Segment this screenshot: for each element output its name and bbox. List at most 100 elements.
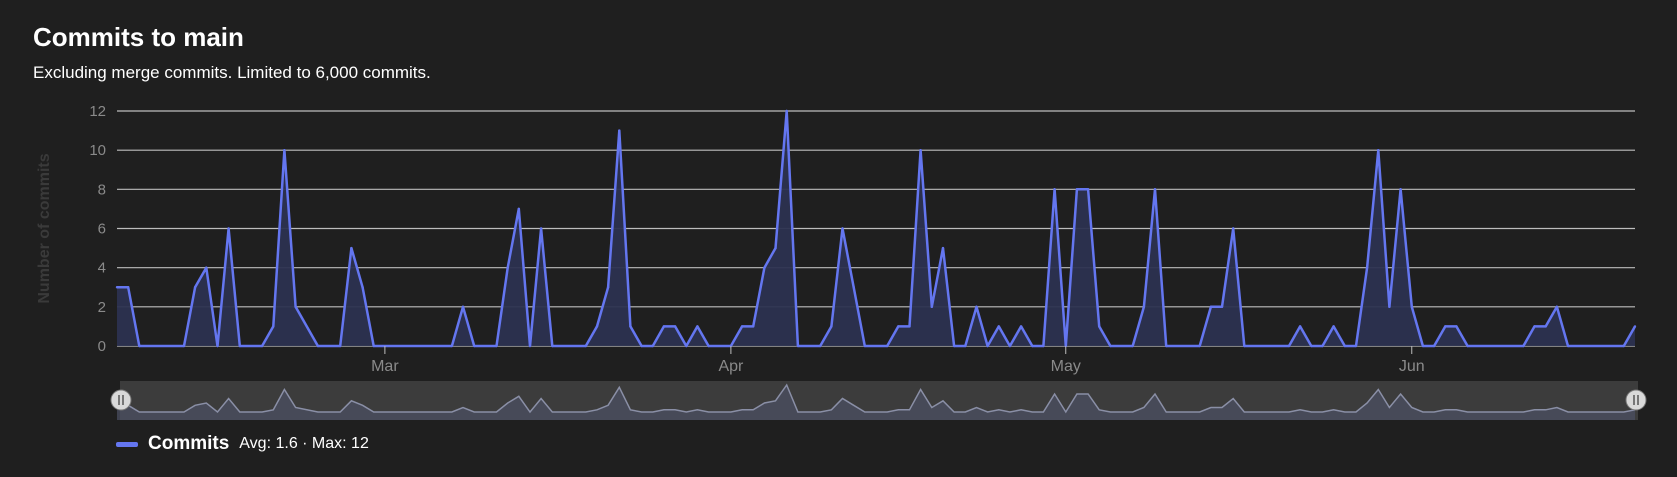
data-point[interactable]: [986, 344, 989, 348]
data-point[interactable]: [618, 129, 621, 132]
data-point[interactable]: [662, 325, 666, 328]
data-point[interactable]: [216, 344, 219, 348]
data-point[interactable]: [1533, 325, 1536, 328]
data-point[interactable]: [193, 286, 197, 289]
data-point[interactable]: [841, 227, 844, 230]
data-point[interactable]: [997, 325, 1000, 328]
data-point[interactable]: [852, 286, 855, 289]
data-point[interactable]: [595, 325, 599, 328]
data-point[interactable]: [1198, 344, 1201, 348]
data-point[interactable]: [1466, 344, 1469, 348]
data-point[interactable]: [1399, 188, 1402, 191]
data-point[interactable]: [584, 344, 587, 348]
data-point[interactable]: [1086, 188, 1090, 191]
data-point[interactable]: [126, 286, 130, 289]
data-point[interactable]: [1555, 305, 1559, 309]
data-point[interactable]: [740, 325, 744, 328]
data-point[interactable]: [1522, 344, 1525, 348]
data-point[interactable]: [1153, 188, 1157, 191]
data-point[interactable]: [908, 325, 911, 328]
data-point[interactable]: [930, 305, 934, 309]
data-point[interactable]: [1220, 305, 1224, 309]
data-point[interactable]: [316, 344, 320, 348]
data-point[interactable]: [952, 344, 956, 348]
data-point[interactable]: [461, 305, 465, 309]
data-point[interactable]: [673, 325, 677, 328]
legend[interactable]: Commits Avg: 1.6 · Max: 12: [116, 433, 369, 455]
data-point[interactable]: [863, 344, 867, 348]
data-point[interactable]: [1455, 325, 1458, 328]
data-point[interactable]: [1165, 344, 1168, 348]
data-point[interactable]: [205, 266, 208, 269]
data-point[interactable]: [1298, 325, 1302, 328]
data-point[interactable]: [785, 109, 788, 113]
data-point[interactable]: [897, 325, 900, 328]
data-point[interactable]: [138, 344, 141, 348]
data-point[interactable]: [1410, 305, 1413, 309]
data-point[interactable]: [1622, 344, 1626, 348]
data-point[interactable]: [796, 344, 800, 348]
data-point[interactable]: [1544, 325, 1547, 328]
data-point[interactable]: [1031, 344, 1034, 348]
data-point[interactable]: [551, 344, 554, 348]
navigator-right-handle[interactable]: [1625, 389, 1647, 411]
data-point[interactable]: [1377, 148, 1380, 152]
data-point[interactable]: [1310, 344, 1313, 348]
data-point[interactable]: [115, 286, 119, 289]
data-point[interactable]: [1444, 325, 1447, 328]
data-point[interactable]: [629, 325, 632, 328]
data-point[interactable]: [763, 266, 766, 269]
data-point[interactable]: [294, 305, 297, 309]
data-point[interactable]: [964, 344, 967, 348]
data-point[interactable]: [361, 286, 364, 289]
data-point[interactable]: [818, 344, 822, 348]
data-point[interactable]: [339, 344, 342, 348]
range-navigator[interactable]: [110, 381, 1647, 420]
data-point[interactable]: [606, 286, 610, 289]
data-point[interactable]: [1566, 344, 1570, 348]
data-point[interactable]: [227, 227, 230, 230]
data-point[interactable]: [272, 325, 275, 328]
data-point[interactable]: [941, 246, 945, 250]
data-point[interactable]: [1287, 344, 1291, 348]
data-point[interactable]: [1421, 344, 1425, 348]
data-point[interactable]: [1209, 305, 1213, 309]
data-point[interactable]: [1432, 344, 1436, 348]
data-point[interactable]: [1098, 325, 1101, 328]
data-point[interactable]: [506, 266, 509, 269]
data-point[interactable]: [238, 344, 241, 348]
data-point[interactable]: [1131, 344, 1134, 348]
data-point[interactable]: [283, 148, 286, 152]
data-point[interactable]: [1332, 325, 1335, 328]
data-point[interactable]: [450, 344, 454, 348]
data-point[interactable]: [1042, 344, 1045, 348]
data-point[interactable]: [830, 325, 833, 328]
data-point[interactable]: [1142, 305, 1146, 309]
data-point[interactable]: [1321, 344, 1324, 348]
data-point[interactable]: [696, 325, 699, 328]
data-point[interactable]: [685, 344, 688, 348]
data-point[interactable]: [1243, 344, 1246, 348]
data-point[interactable]: [1633, 325, 1637, 328]
data-point[interactable]: [350, 246, 353, 250]
data-point[interactable]: [640, 344, 643, 348]
data-point[interactable]: [472, 344, 476, 348]
data-point[interactable]: [975, 305, 978, 309]
data-point[interactable]: [260, 344, 264, 348]
data-point[interactable]: [528, 344, 532, 348]
data-point[interactable]: [919, 148, 922, 152]
data-point[interactable]: [707, 344, 710, 348]
data-point[interactable]: [1354, 344, 1358, 348]
data-point[interactable]: [1008, 344, 1012, 348]
data-point[interactable]: [774, 246, 777, 250]
data-point[interactable]: [182, 344, 186, 348]
data-point[interactable]: [495, 344, 498, 348]
data-point[interactable]: [1019, 325, 1023, 328]
data-point[interactable]: [651, 344, 654, 348]
data-point[interactable]: [1343, 344, 1346, 348]
data-point[interactable]: [1109, 344, 1112, 348]
data-point[interactable]: [1365, 266, 1369, 269]
data-point[interactable]: [885, 344, 889, 348]
data-point[interactable]: [1053, 188, 1056, 191]
data-point[interactable]: [539, 227, 543, 230]
